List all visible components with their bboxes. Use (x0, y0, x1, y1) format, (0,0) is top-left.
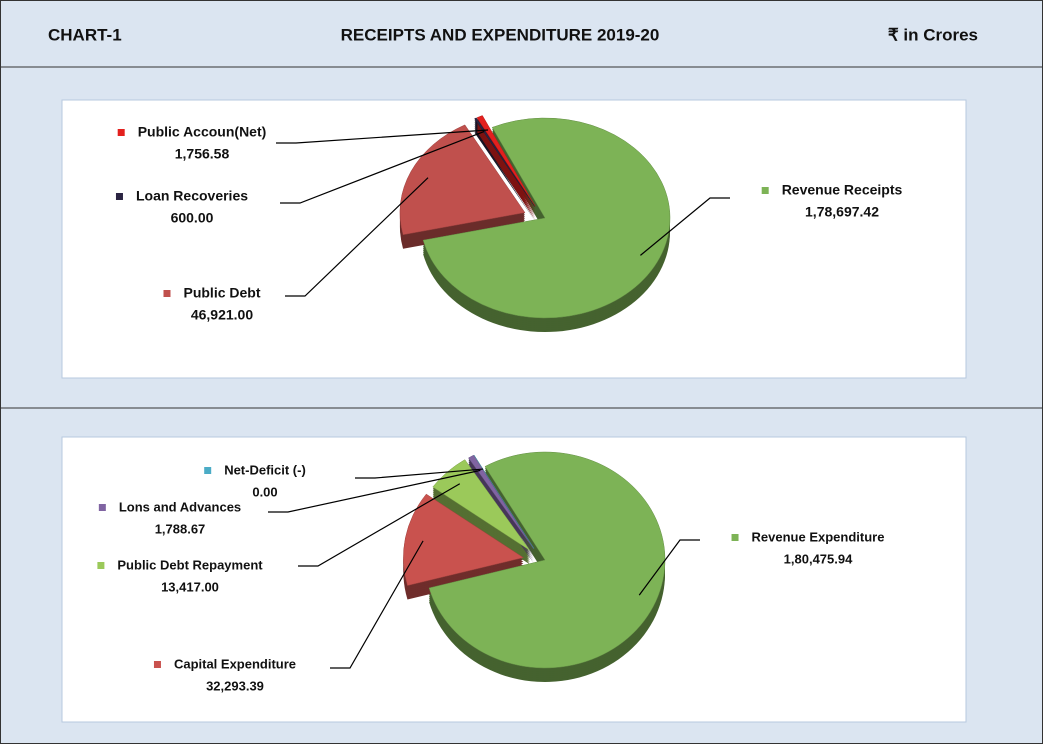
slice-label: Lons and Advances (119, 499, 241, 514)
slice-value: 1,80,475.94 (784, 551, 853, 566)
slice-value: 13,417.00 (161, 579, 219, 594)
slice-label: Public Debt (183, 285, 260, 301)
legend-swatch (98, 504, 106, 511)
legend-swatch (117, 129, 125, 136)
slice-value: 1,788.67 (155, 521, 206, 536)
leader-line (298, 483, 461, 567)
legend-swatch (204, 467, 212, 474)
slice-label: Public Debt Repayment (117, 557, 263, 572)
slice (473, 454, 535, 549)
slice-side (474, 131, 535, 221)
slice (422, 117, 671, 319)
slice (428, 451, 666, 669)
legend-swatch (761, 187, 769, 194)
leader-line (285, 177, 429, 297)
slice-value: 600.00 (171, 210, 214, 226)
slice-value: 1,756.58 (175, 146, 230, 162)
leader-line (280, 130, 485, 204)
slice-label: Revenue Expenditure (752, 529, 885, 544)
slice-side (476, 121, 536, 213)
leader-line (355, 468, 484, 479)
chart-label: CHART-1 (48, 25, 122, 44)
slice-side (476, 129, 536, 221)
slice (476, 115, 536, 207)
leader-line (640, 197, 730, 256)
chart-title: RECEIPTS AND EXPENDITURE 2019-20 (341, 25, 660, 44)
slice-side (476, 123, 536, 215)
unit-label: ₹ in Crores (888, 25, 978, 44)
leader-line (638, 539, 700, 596)
slice (403, 493, 524, 586)
leader-line (276, 129, 489, 144)
slice-value: 1,78,697.42 (805, 204, 879, 220)
legend-swatch (153, 661, 161, 668)
slice-label: Revenue Receipts (782, 182, 903, 198)
legend-swatch (97, 562, 105, 569)
slice-side (476, 127, 536, 219)
slice-label: Loan Recoveries (136, 188, 248, 204)
slice-value: 46,921.00 (191, 307, 253, 323)
slice (474, 117, 535, 207)
slice-label: Capital Expenditure (174, 656, 296, 671)
legend-swatch (731, 534, 739, 541)
legend-swatch (115, 193, 123, 200)
slice-label: Public Accoun(Net) (138, 124, 267, 140)
slice-side (476, 125, 536, 217)
slice-value: 0.00 (252, 484, 277, 499)
slice (468, 454, 534, 549)
legend-swatch (163, 290, 171, 297)
leader-line (268, 469, 481, 513)
leader-line (330, 540, 424, 669)
slice-value: 32,293.39 (206, 678, 264, 693)
slice-label: Net-Deficit (-) (224, 462, 306, 477)
